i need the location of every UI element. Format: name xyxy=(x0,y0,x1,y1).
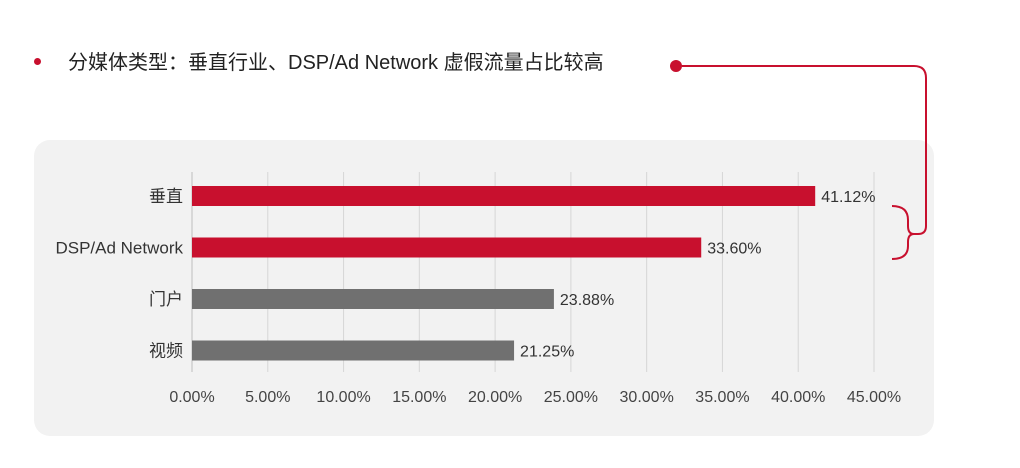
page-heading: 分媒体类型：垂直行业、DSP/Ad Network 虚假流量占比较高 xyxy=(68,52,604,74)
value-label: 41.12% xyxy=(821,189,875,206)
x-tick-label: 25.00% xyxy=(544,389,598,406)
x-tick-label: 40.00% xyxy=(771,389,825,406)
x-tick-label: 5.00% xyxy=(245,389,290,406)
bar xyxy=(192,186,816,206)
category-label: 视频 xyxy=(149,342,183,361)
value-label: 23.88% xyxy=(560,292,614,309)
x-tick-label: 45.00% xyxy=(847,389,901,406)
category-label: 门户 xyxy=(149,290,183,309)
category-label: 垂直 xyxy=(149,187,183,206)
connector-dot xyxy=(670,60,682,72)
x-tick-label: 30.00% xyxy=(620,389,674,406)
x-tick-label: 0.00% xyxy=(169,389,214,406)
x-tick-label: 35.00% xyxy=(695,389,749,406)
category-label: DSP/Ad Network xyxy=(55,239,183,258)
x-tick-label: 15.00% xyxy=(392,389,446,406)
value-label: 33.60% xyxy=(707,241,761,258)
x-tick-label: 20.00% xyxy=(468,389,522,406)
bullet-point xyxy=(34,58,41,65)
bar xyxy=(192,237,702,258)
value-label: 21.25% xyxy=(520,344,574,361)
bar xyxy=(192,289,554,309)
connector-line xyxy=(682,65,927,235)
x-tick-label: 10.00% xyxy=(316,389,370,406)
highlight-bracket xyxy=(891,205,915,260)
bar xyxy=(192,340,515,361)
